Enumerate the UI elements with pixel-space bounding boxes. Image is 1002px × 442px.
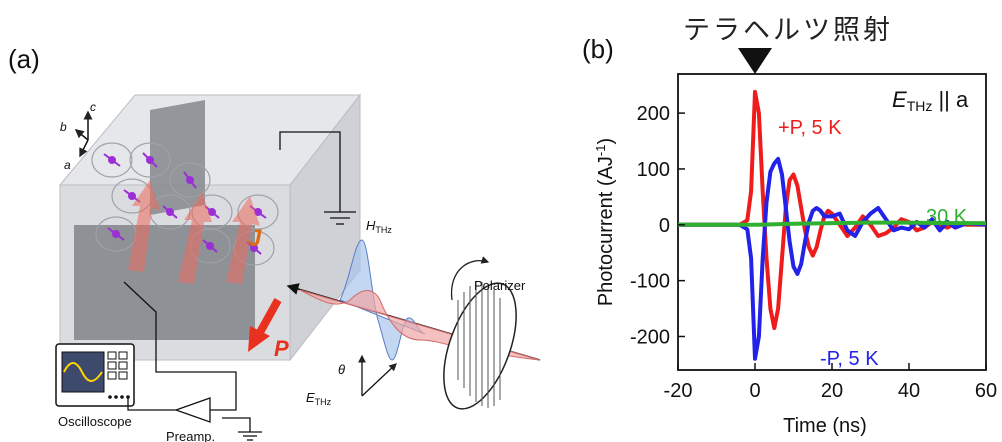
- x-tick-label: -20: [664, 380, 693, 402]
- current-arrows: [128, 180, 260, 284]
- y-tick-label: 0: [659, 215, 670, 237]
- y-tick-label: 100: [637, 159, 670, 181]
- y-tick-label: -100: [630, 271, 670, 293]
- preamp-label: Preamp.: [166, 429, 215, 442]
- axis-a-label: a: [64, 158, 71, 172]
- polarization-p-label: P: [274, 336, 289, 361]
- legend-plus-p: +P, 5 K: [778, 117, 842, 139]
- excitation-marker: [738, 48, 772, 74]
- polarization-arrow: [248, 298, 282, 352]
- crystal-box: [58, 93, 362, 362]
- legend-30k: 30 K: [926, 206, 968, 228]
- field-axes: [358, 354, 397, 397]
- front-electrode: [74, 225, 255, 340]
- series-line-0: [678, 89, 986, 331]
- h-field-wave: [339, 239, 426, 361]
- theta-label: θ: [338, 362, 345, 377]
- y-tick-label: -200: [630, 326, 670, 348]
- axis-c-label: c: [90, 100, 96, 114]
- y-tick-label: 200: [637, 103, 670, 125]
- preamp-icon: [123, 281, 262, 441]
- x-tick-label: 20: [821, 380, 843, 402]
- h-thz-label: HTHz: [366, 218, 392, 235]
- polarizer-label: Polarizer: [474, 278, 526, 293]
- oscilloscope-icon: [55, 343, 135, 407]
- e-thz-label: ETHz: [306, 390, 332, 407]
- x-tick-label: 0: [749, 380, 760, 402]
- axis-b-label: b: [60, 120, 67, 134]
- series-line-2: [678, 220, 986, 227]
- x-tick-label: 40: [898, 380, 920, 402]
- x-tick-label: 60: [975, 380, 997, 402]
- legend-minus-p: -P, 5 K: [820, 348, 879, 370]
- y-axis-title: Photocurrent (AJ-1): [593, 138, 617, 306]
- oscilloscope-label: Oscilloscope: [58, 414, 132, 429]
- field-condition-label: ETHz || a: [892, 87, 969, 114]
- polarizer: [443, 256, 517, 410]
- panel-b-label: (b): [582, 34, 614, 64]
- thz-irradiation-title: テラヘルツ照射: [683, 15, 893, 46]
- ground-top: [279, 131, 356, 225]
- panel-a-label: (a): [8, 44, 40, 74]
- x-axis-title: Time (ns): [783, 415, 867, 437]
- current-j-label: J: [248, 225, 262, 252]
- crystal-axes: [74, 110, 93, 158]
